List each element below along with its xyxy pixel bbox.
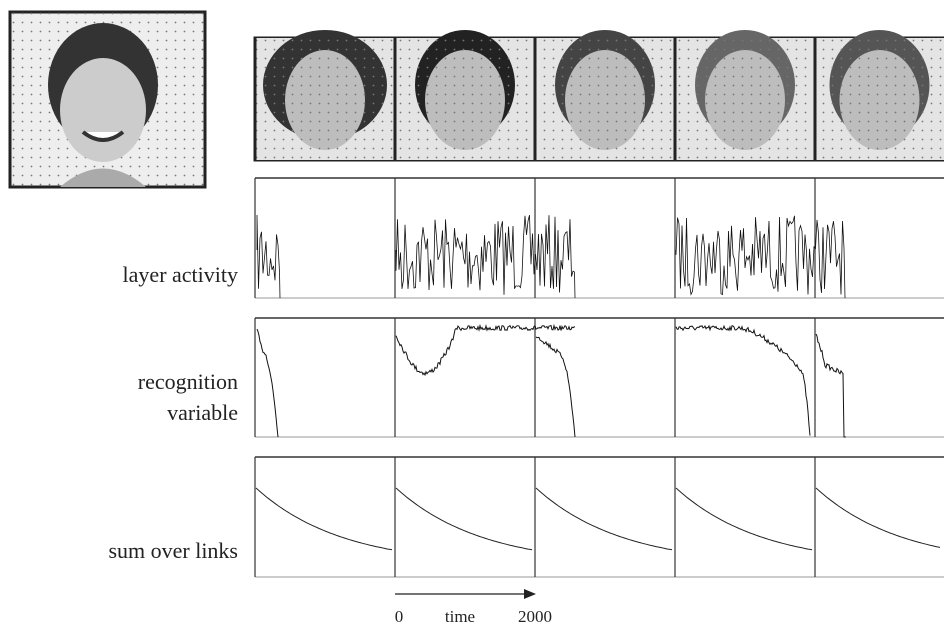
time-label: time <box>445 607 475 625</box>
face-dots <box>815 38 944 160</box>
face-dots <box>675 38 815 160</box>
recognition-trace <box>675 324 811 436</box>
recognition-trace <box>535 336 576 438</box>
time-end: 2000 <box>518 607 552 625</box>
recognition-trace <box>256 328 279 438</box>
recognition-trace <box>395 323 576 377</box>
gallery <box>253 30 944 162</box>
activity-trace <box>395 215 576 299</box>
links-trace <box>675 487 813 551</box>
row-label: variable <box>167 400 238 425</box>
time-start: 0 <box>395 607 404 625</box>
face-dots <box>395 38 535 160</box>
links-trace <box>255 487 393 551</box>
row-label: sum over links <box>108 538 238 563</box>
face-dots <box>535 38 675 160</box>
recognition-trace <box>815 333 846 438</box>
activity-trace <box>256 214 281 299</box>
row-label: layer activity <box>123 262 238 287</box>
arrow-head <box>524 589 536 599</box>
face-dots <box>255 38 395 160</box>
plots <box>254 177 944 578</box>
probe-face <box>8 10 207 189</box>
links-trace <box>815 487 941 548</box>
links-trace <box>395 487 533 551</box>
activity-trace <box>675 215 846 299</box>
links-trace <box>535 487 673 551</box>
row-label: recognition <box>138 369 238 394</box>
